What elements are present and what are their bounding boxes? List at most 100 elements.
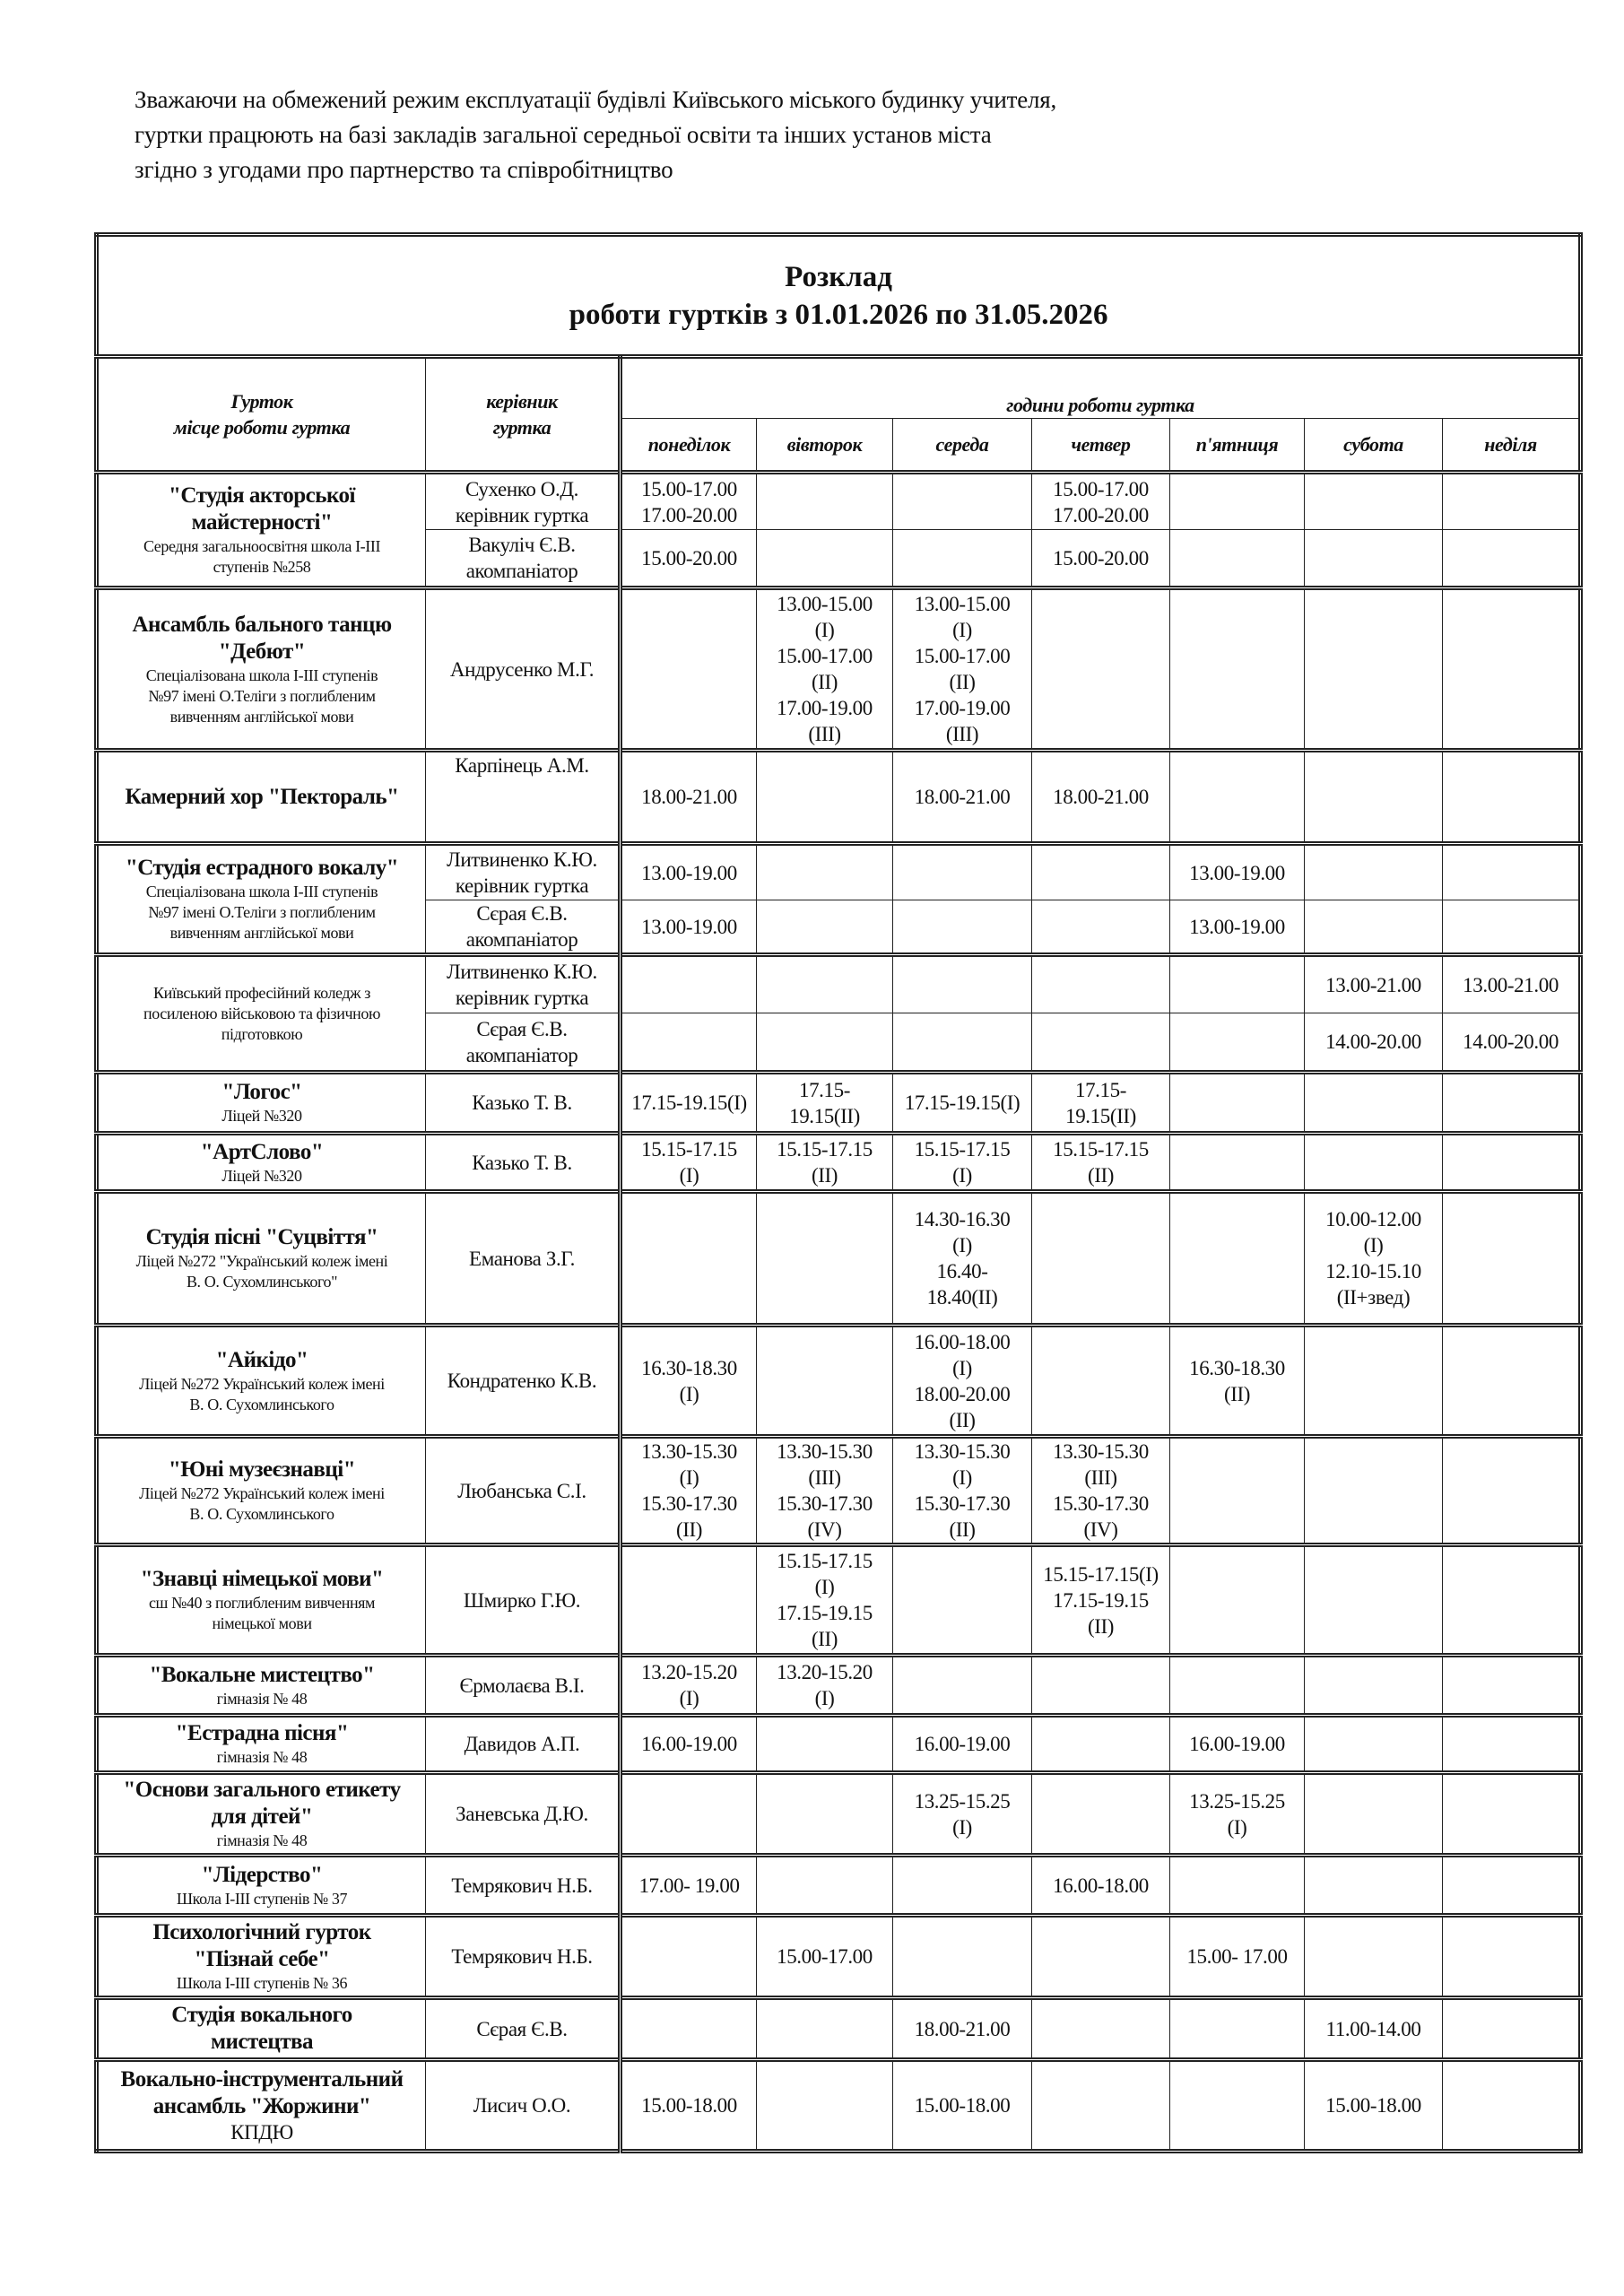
group-cell: "Знавці німецької мови" сш №40 з поглибле…: [96, 1543, 426, 1656]
schedule-cell-четвер: 15.15-17.15 (II): [1031, 1131, 1170, 1192]
schedule-cell-понеділок: 16.30-18.30 (I): [620, 1323, 757, 1437]
header-day: субота: [1304, 418, 1443, 473]
leader-cell: Еманова З.Г.: [425, 1189, 622, 1326]
schedule-cell-неділя: 13.00-21.00: [1441, 952, 1582, 1013]
group-cell: "Вокальне мистецтво" гімназія № 48: [96, 1653, 426, 1716]
schedule-cell-середа: 13.30-15.30 (I) 15.30-17.30 (II): [892, 1434, 1032, 1545]
group-cell: "Основи загального етикету для дітей" гім…: [96, 1770, 426, 1856]
schedule-cell-вівторок: 17.15- 19.15(II): [756, 1070, 893, 1134]
schedule-cell-субота: [1304, 1543, 1443, 1656]
leader-cell: Сєрая Є.В. акомпаніатор: [425, 900, 622, 955]
schedule-cell-неділя: [1441, 748, 1582, 844]
group-location: Ліцей №320: [221, 1166, 302, 1185]
leader-cell: Литвиненко К.Ю. керівник гуртка: [425, 952, 622, 1013]
schedule-cell-п'ятниця: [1169, 1434, 1305, 1545]
schedule-cell-субота: [1304, 1713, 1443, 1773]
leader-cell: Заневська Д.Ю.: [425, 1770, 622, 1856]
schedule-cell-четвер: 18.00-21.00: [1031, 748, 1170, 844]
title-line-2: роботи гуртків з 01.01.2026 по 31.05.202…: [569, 298, 1108, 331]
leader-cell: Вакуліч Є.В. акомпаніатор: [425, 529, 622, 588]
schedule-cell-четвер: [1031, 1013, 1170, 1073]
schedule-cell-четвер: 16.00-18.00: [1031, 1853, 1170, 1916]
schedule-cell-вівторок: 15.15-17.15 (II): [756, 1131, 893, 1192]
schedule-cell-субота: [1304, 1913, 1443, 1998]
schedule-cell-п'ятниця: [1169, 586, 1305, 751]
group-cell: Психологічний гурток "Пізнай себе" Школа …: [96, 1913, 426, 1998]
schedule-cell-неділя: [1441, 1713, 1582, 1773]
group-location: Середня загальноосвітня школа I-III ступ…: [143, 537, 381, 576]
leader-cell: Давидов А.П.: [425, 1713, 622, 1773]
group-name: "Студія акторської майстерності": [169, 483, 355, 535]
schedule-cell-середа: 16.00-19.00: [892, 1713, 1032, 1773]
schedule-cell-п'ятниця: [1169, 529, 1305, 588]
group-cell: Камерний хор "Пектораль": [96, 748, 426, 844]
leader-cell: Шмирко Г.Ю.: [425, 1543, 622, 1656]
schedule-cell-четвер: [1031, 841, 1170, 900]
schedule-cell-неділя: 14.00-20.00: [1441, 1013, 1582, 1073]
group-cell: "АртСлово" Ліцей №320: [96, 1131, 426, 1192]
header-day: п'ятниця: [1169, 418, 1305, 473]
schedule-cell-вівторок: [756, 748, 893, 844]
schedule-cell-понеділок: [620, 952, 757, 1013]
schedule-cell-п'ятниця: 16.30-18.30 (II): [1169, 1323, 1305, 1437]
schedule-cell-п'ятниця: [1169, 1013, 1305, 1073]
leader-cell: Любанська С.І.: [425, 1434, 622, 1545]
header-day: неділя: [1441, 418, 1582, 473]
group-location: КПДЮ: [230, 2120, 293, 2144]
schedule-cell-понеділок: 13.00-19.00: [620, 841, 757, 900]
leader-cell: Єрмолаєва В.І.: [425, 1653, 622, 1716]
leader-cell: Андрусенко М.Г.: [425, 586, 622, 751]
group-cell: Ансамбль бального танцю "Дебют" Спеціаліз…: [96, 586, 426, 751]
group-name: Студія пісні "Суцвіття": [145, 1225, 378, 1249]
schedule-cell-вівторок: [756, 900, 893, 955]
group-location: сш №40 з поглибленим вивченням німецької…: [148, 1594, 376, 1632]
schedule-cell-неділя: [1441, 1996, 1582, 2060]
schedule-cell-неділя: [1441, 1770, 1582, 1856]
schedule-cell-середа: 15.15-17.15 (I): [892, 1131, 1032, 1192]
schedule-cell-четвер: [1031, 952, 1170, 1013]
schedule-title: Розклад роботи гуртків з 01.01.2026 по 3…: [95, 234, 1582, 357]
schedule-cell-понеділок: 13.20-15.20 (I): [620, 1653, 757, 1716]
schedule-cell-п'ятниця: 13.00-19.00: [1169, 841, 1305, 900]
group-cell: "Логос" Ліцей №320: [96, 1070, 426, 1134]
schedule-cell-вівторок: [756, 529, 893, 588]
schedule-cell-середа: [892, 1013, 1032, 1073]
schedule-cell-четвер: [1031, 1653, 1170, 1716]
schedule-cell-вівторок: [756, 1770, 893, 1856]
schedule-cell-середа: [892, 841, 1032, 900]
schedule-cell-понеділок: 17.15-19.15(I): [620, 1070, 757, 1134]
schedule-cell-четвер: 15.00-20.00: [1031, 529, 1170, 588]
group-location: Ліцей №272 "Український колеж імені В. О…: [135, 1252, 388, 1291]
schedule-cell-вівторок: [756, 1853, 893, 1916]
group-cell: Студія пісні "Суцвіття" Ліцей №272 "Украї…: [96, 1189, 426, 1326]
schedule-cell-субота: [1304, 470, 1443, 530]
schedule-cell-субота: 14.00-20.00: [1304, 1013, 1443, 1073]
group-cell: Студія вокального мистецтва: [96, 1996, 426, 2060]
group-name: Психологічний гурток "Пізнай себе": [152, 1920, 371, 1971]
schedule-cell-понеділок: [620, 1770, 757, 1856]
table-row: "Айкідо" Ліцей №272 Український колеж іме…: [96, 1323, 1582, 1437]
group-location: Ліцей №272 Український колеж імені В. О.…: [139, 1374, 385, 1413]
group-location: гімназія № 48: [216, 1748, 308, 1766]
schedule-cell-понеділок: [620, 1189, 757, 1326]
table-row: Ансамбль бального танцю "Дебют" Спеціаліз…: [96, 586, 1582, 751]
schedule-cell-вівторок: [756, 1996, 893, 2060]
group-name: "Студія естрадного вокалу": [125, 856, 399, 880]
schedule-cell-понеділок: 15.00-20.00: [620, 529, 757, 588]
schedule-cell-четвер: [1031, 1770, 1170, 1856]
schedule-cell-понеділок: 13.30-15.30 (I) 15.30-17.30 (II): [620, 1434, 757, 1545]
header-group: Гурток місце роботи гуртка: [96, 354, 426, 473]
schedule-cell-неділя: [1441, 1189, 1582, 1326]
table-row: Студія пісні "Суцвіття" Ліцей №272 "Украї…: [96, 1189, 1582, 1326]
table-row: "Юні музеєзнавці" Ліцей №272 Український …: [96, 1434, 1582, 1545]
group-name: Камерний хор "Пектораль": [125, 784, 399, 809]
schedule-cell-середа: 15.00-18.00: [892, 2057, 1032, 2152]
schedule-cell-вівторок: [756, 1323, 893, 1437]
schedule-cell-середа: 13.25-15.25 (I): [892, 1770, 1032, 1856]
table-row: "Знавці німецької мови" сш №40 з поглибле…: [96, 1543, 1582, 1656]
schedule-cell-субота: 13.00-21.00: [1304, 952, 1443, 1013]
schedule-cell-п'ятниця: [1169, 1070, 1305, 1134]
group-location: Спеціалізована школа I-III ступенів №97 …: [145, 665, 378, 726]
schedule-cell-п'ятниця: [1169, 1853, 1305, 1916]
leader-cell: Карпінець А.М.: [425, 748, 622, 844]
